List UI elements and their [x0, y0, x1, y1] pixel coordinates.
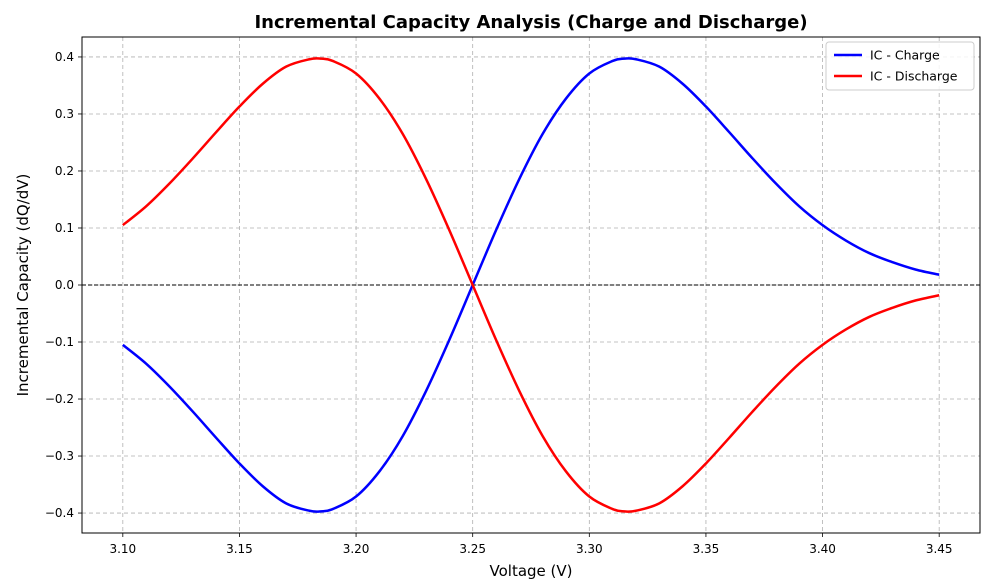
legend: IC - Charge IC - Discharge [825, 41, 975, 91]
x-tick-label: 3.40 [809, 542, 836, 556]
series-line-charge [122, 57, 940, 513]
chart-title: Incremental Capacity Analysis (Charge an… [254, 12, 807, 33]
y-tick-label: 0.0 [55, 278, 74, 292]
y-tick-label: −0.2 [45, 392, 74, 406]
y-tick-label: 0.1 [55, 221, 74, 235]
series-layer [122, 57, 940, 513]
x-tick-label: 3.25 [459, 542, 486, 556]
y-tick-label: 0.3 [55, 107, 74, 121]
y-tick-label: 0.4 [55, 50, 74, 64]
y-axis-label: Incremental Capacity (dQ/dV) [14, 174, 32, 397]
x-tick-label: 3.15 [226, 542, 253, 556]
series-line-discharge [122, 57, 940, 513]
y-tick-label: −0.3 [45, 449, 74, 463]
x-tick-label: 3.20 [343, 542, 370, 556]
x-axis-label: Voltage (V) [490, 562, 573, 580]
x-tick-label: 3.45 [926, 542, 953, 556]
y-tick-label: 0.2 [55, 164, 74, 178]
y-tick-label: −0.1 [45, 335, 74, 349]
legend-label-discharge: IC - Discharge [870, 69, 958, 84]
legend-box [825, 41, 975, 91]
tick-layer: 3.10 3.15 3.20 3.25 3.30 3.35 3.40 3.45 −0.4 −0.3… [45, 50, 953, 556]
legend-label-charge: IC - Charge [870, 48, 940, 63]
x-tick-label: 3.30 [576, 542, 603, 556]
y-tick-label: −0.4 [45, 506, 74, 520]
x-tick-label: 3.35 [693, 542, 720, 556]
x-tick-label: 3.10 [109, 542, 136, 556]
